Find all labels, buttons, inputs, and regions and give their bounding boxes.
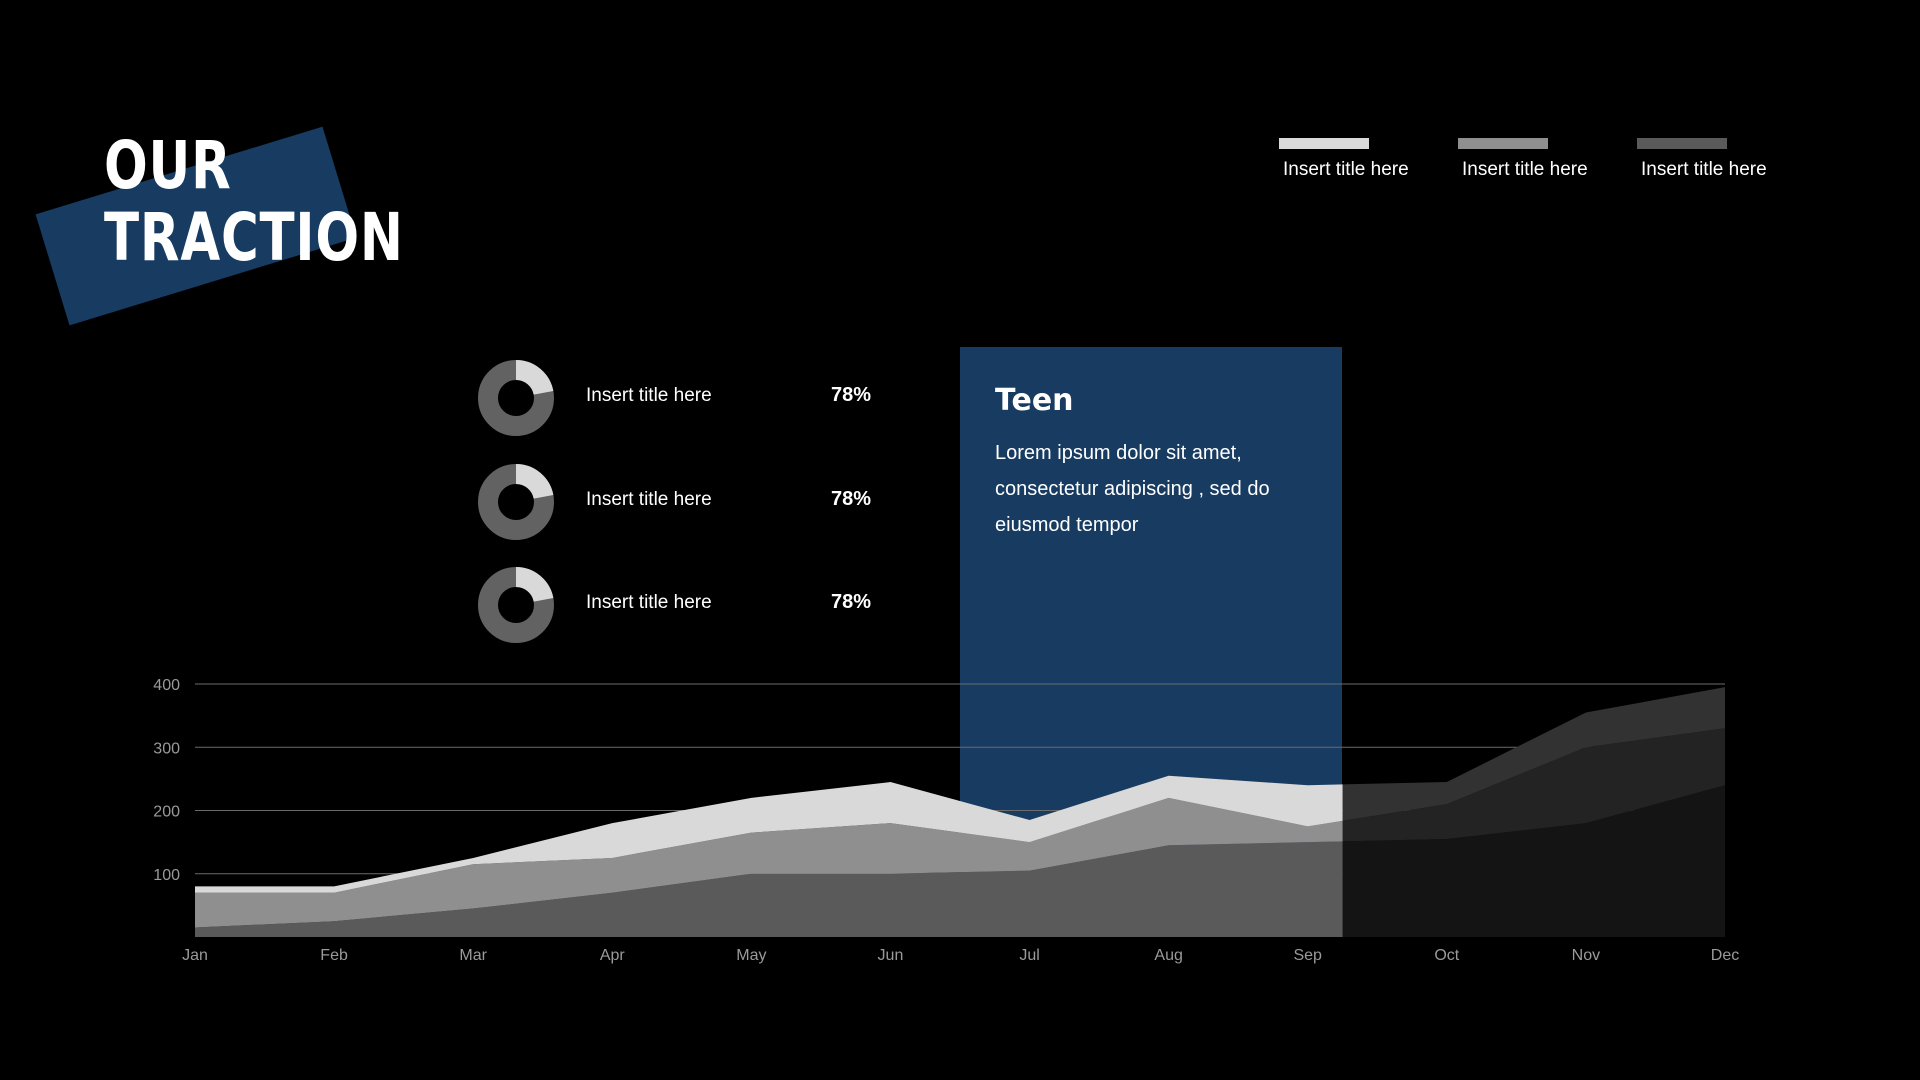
stat-donut-2 xyxy=(478,463,554,540)
stat-donut-3 xyxy=(478,567,554,643)
legend-item-2: Insert title here xyxy=(1457,138,1592,181)
page-title: OUR TRACTION xyxy=(104,130,404,274)
x-tick-label-jan: Jan xyxy=(182,947,208,964)
donut-value-arc-1 xyxy=(478,360,554,436)
legend: Insert title here Insert title here Inse… xyxy=(1278,138,1771,181)
area-series-1 xyxy=(195,841,1343,937)
area-series-2 xyxy=(195,797,1343,928)
x-tick-label-oct: Oct xyxy=(1434,947,1459,964)
title-block: OUR TRACTION xyxy=(35,126,403,326)
legend-item-3: Insert title here xyxy=(1636,138,1771,181)
stat-label-1: Insert title here xyxy=(586,385,712,406)
x-tick-label-nov: Nov xyxy=(1572,947,1600,964)
stat-value-3: 78% xyxy=(831,591,872,613)
legend-swatch-2 xyxy=(1458,138,1548,149)
stat-label-3: Insert title here xyxy=(586,592,712,613)
y-tick-label: 400 xyxy=(153,677,180,694)
y-tick-label: 100 xyxy=(153,867,180,884)
donut-value-arc-3 xyxy=(478,567,554,643)
x-tick-label-may: May xyxy=(736,947,766,964)
y-tick-label: 200 xyxy=(153,804,180,821)
stat-value-1: 78% xyxy=(831,384,872,406)
area-series-2-dimmed xyxy=(1342,728,1725,842)
x-tick-label-jun: Jun xyxy=(878,947,904,964)
y-tick-label: 300 xyxy=(153,740,180,757)
stat-donut-1 xyxy=(478,360,554,436)
legend-label-1: Insert title here xyxy=(1283,159,1409,180)
x-tick-label-mar: Mar xyxy=(459,947,487,964)
highlight-title: Teen xyxy=(995,383,1074,418)
x-tick-label-jul: Jul xyxy=(1019,947,1039,964)
area-series-1-dimmed xyxy=(1342,785,1725,937)
area-series-3-dimmed xyxy=(1342,687,1725,821)
page-title-line-1: OUR xyxy=(104,127,232,204)
stat-label-2: Insert title here xyxy=(586,488,712,510)
donut-value-arc-2 xyxy=(478,463,554,540)
legend-label-3: Insert title here xyxy=(1641,159,1767,180)
highlight-body: Lorem ipsum dolor sit amet, consectetur … xyxy=(995,442,1270,536)
x-tick-label-apr: Apr xyxy=(600,947,626,964)
legend-label-2: Insert title here xyxy=(1462,159,1588,180)
legend-swatch-1 xyxy=(1279,138,1369,149)
area-series-3 xyxy=(195,775,1343,893)
x-tick-label-feb: Feb xyxy=(320,947,348,964)
legend-swatch-3 xyxy=(1637,138,1727,149)
legend-item-1: Insert title here xyxy=(1278,138,1413,181)
page-title-line-2: TRACTION xyxy=(104,199,404,276)
stat-value-2: 78% xyxy=(831,487,872,510)
x-tick-label-aug: Aug xyxy=(1154,947,1182,964)
x-tick-label-dec: Dec xyxy=(1711,947,1739,964)
x-tick-label-sep: Sep xyxy=(1293,947,1322,964)
